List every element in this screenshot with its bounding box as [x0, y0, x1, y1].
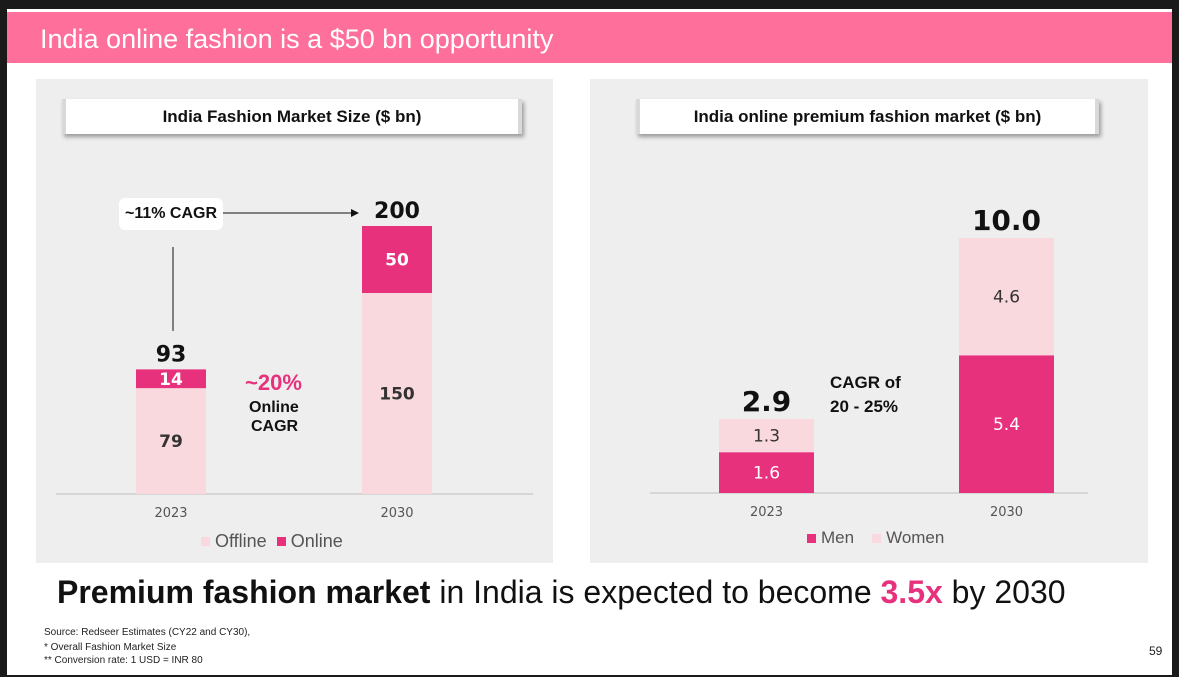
cagr-arrowhead: [351, 209, 359, 217]
right-chart-bar-women-2023: [719, 419, 814, 453]
right-legend: Men Women: [807, 528, 944, 548]
online-cagr-line1: Online: [249, 399, 299, 416]
right-chart-total-label: 10.0: [972, 204, 1041, 237]
right-chart-category-label: 2023: [750, 505, 783, 520]
cagr-label: ~11% CAGR: [119, 198, 224, 230]
page-number: 59: [1149, 644, 1163, 658]
online-cagr-line2: CAGR: [251, 418, 299, 435]
legend-label-offline: Offline: [215, 531, 267, 551]
footer-middle: in India is expected to become: [430, 574, 881, 610]
left-chart-svg: 79 14 93 2023 150 50 200 2030: [56, 199, 533, 521]
right-chart-category-label: 2030: [990, 505, 1023, 520]
slide: India online fashion is a $50 bn opportu…: [7, 9, 1172, 675]
left-chart-value-label: 14: [159, 370, 183, 390]
right-chart-panel: India online premium fashion market ($ b…: [590, 79, 1148, 563]
legend-swatch-online: [276, 537, 286, 546]
footnote-2: ** Conversion rate: 1 USD = INR 80: [44, 655, 203, 666]
footer-end: by 2030: [942, 574, 1066, 610]
right-chart-bar-men-2030: [959, 355, 1054, 493]
header-bar: India online fashion is a $50 bn opportu…: [7, 12, 1172, 63]
left-chart-bar-online-2030: [362, 226, 432, 293]
right-chart-title: India online premium fashion market ($ b…: [636, 99, 1099, 134]
left-chart-value-label: 150: [379, 385, 415, 405]
left-chart-panel: India Fashion Market Size ($ bn) 79 14 93 2…: [36, 79, 553, 563]
left-chart-title: India Fashion Market Size ($ bn): [62, 99, 522, 134]
left-chart-category-label: 2023: [154, 506, 187, 521]
online-cagr-value: ~20%: [245, 370, 302, 395]
source-note: Source: Redseer Estimates (CY22 and CY30…: [44, 627, 251, 638]
left-chart-value-label: 50: [385, 251, 409, 271]
right-chart-total-label: 2.9: [742, 385, 792, 418]
legend-label-men: Men: [821, 528, 855, 547]
left-chart-value-label: 79: [159, 432, 183, 452]
cagr-range-line1: CAGR of: [830, 373, 901, 392]
right-chart-value-label: 1.6: [753, 464, 780, 484]
left-legend: Offline Online: [201, 531, 343, 552]
right-chart-value-label: 4.6: [993, 288, 1020, 308]
legend-label-online: Online: [290, 531, 343, 551]
right-chart-bar-men-2023: [719, 452, 814, 493]
legend-swatch-offline: [201, 537, 210, 546]
left-chart-total-label: 200: [374, 199, 420, 224]
left-chart-bar-online-2023: [136, 369, 206, 389]
legend-label-women: Women: [886, 528, 945, 547]
right-chart-svg: 1.6 1.3 2.9 2023 5.4 4.6 10.0 2030: [650, 204, 1088, 520]
left-chart-bar-offline-2030: [362, 293, 432, 494]
footer-headline: Premium fashion market in India is expec…: [57, 574, 1066, 611]
right-chart-value-label: 1.3: [753, 427, 780, 447]
left-chart-bar-offline-2023: [136, 388, 206, 494]
footer-highlight: 3.5x: [880, 574, 943, 610]
left-chart-category-label: 2030: [380, 506, 413, 521]
footer-bold: Premium fashion market: [57, 574, 431, 610]
left-chart-total-label: 93: [156, 342, 187, 367]
right-chart-value-label: 5.4: [993, 415, 1020, 435]
slide-title: India online fashion is a $50 bn opportu…: [40, 24, 554, 54]
legend-swatch-men: [807, 533, 816, 543]
footnote-1: * Overall Fashion Market Size: [44, 642, 177, 653]
right-chart-bar-women-2030: [959, 238, 1054, 356]
legend-swatch-women: [872, 533, 882, 543]
cagr-range-line2: 20 - 25%: [830, 397, 899, 416]
